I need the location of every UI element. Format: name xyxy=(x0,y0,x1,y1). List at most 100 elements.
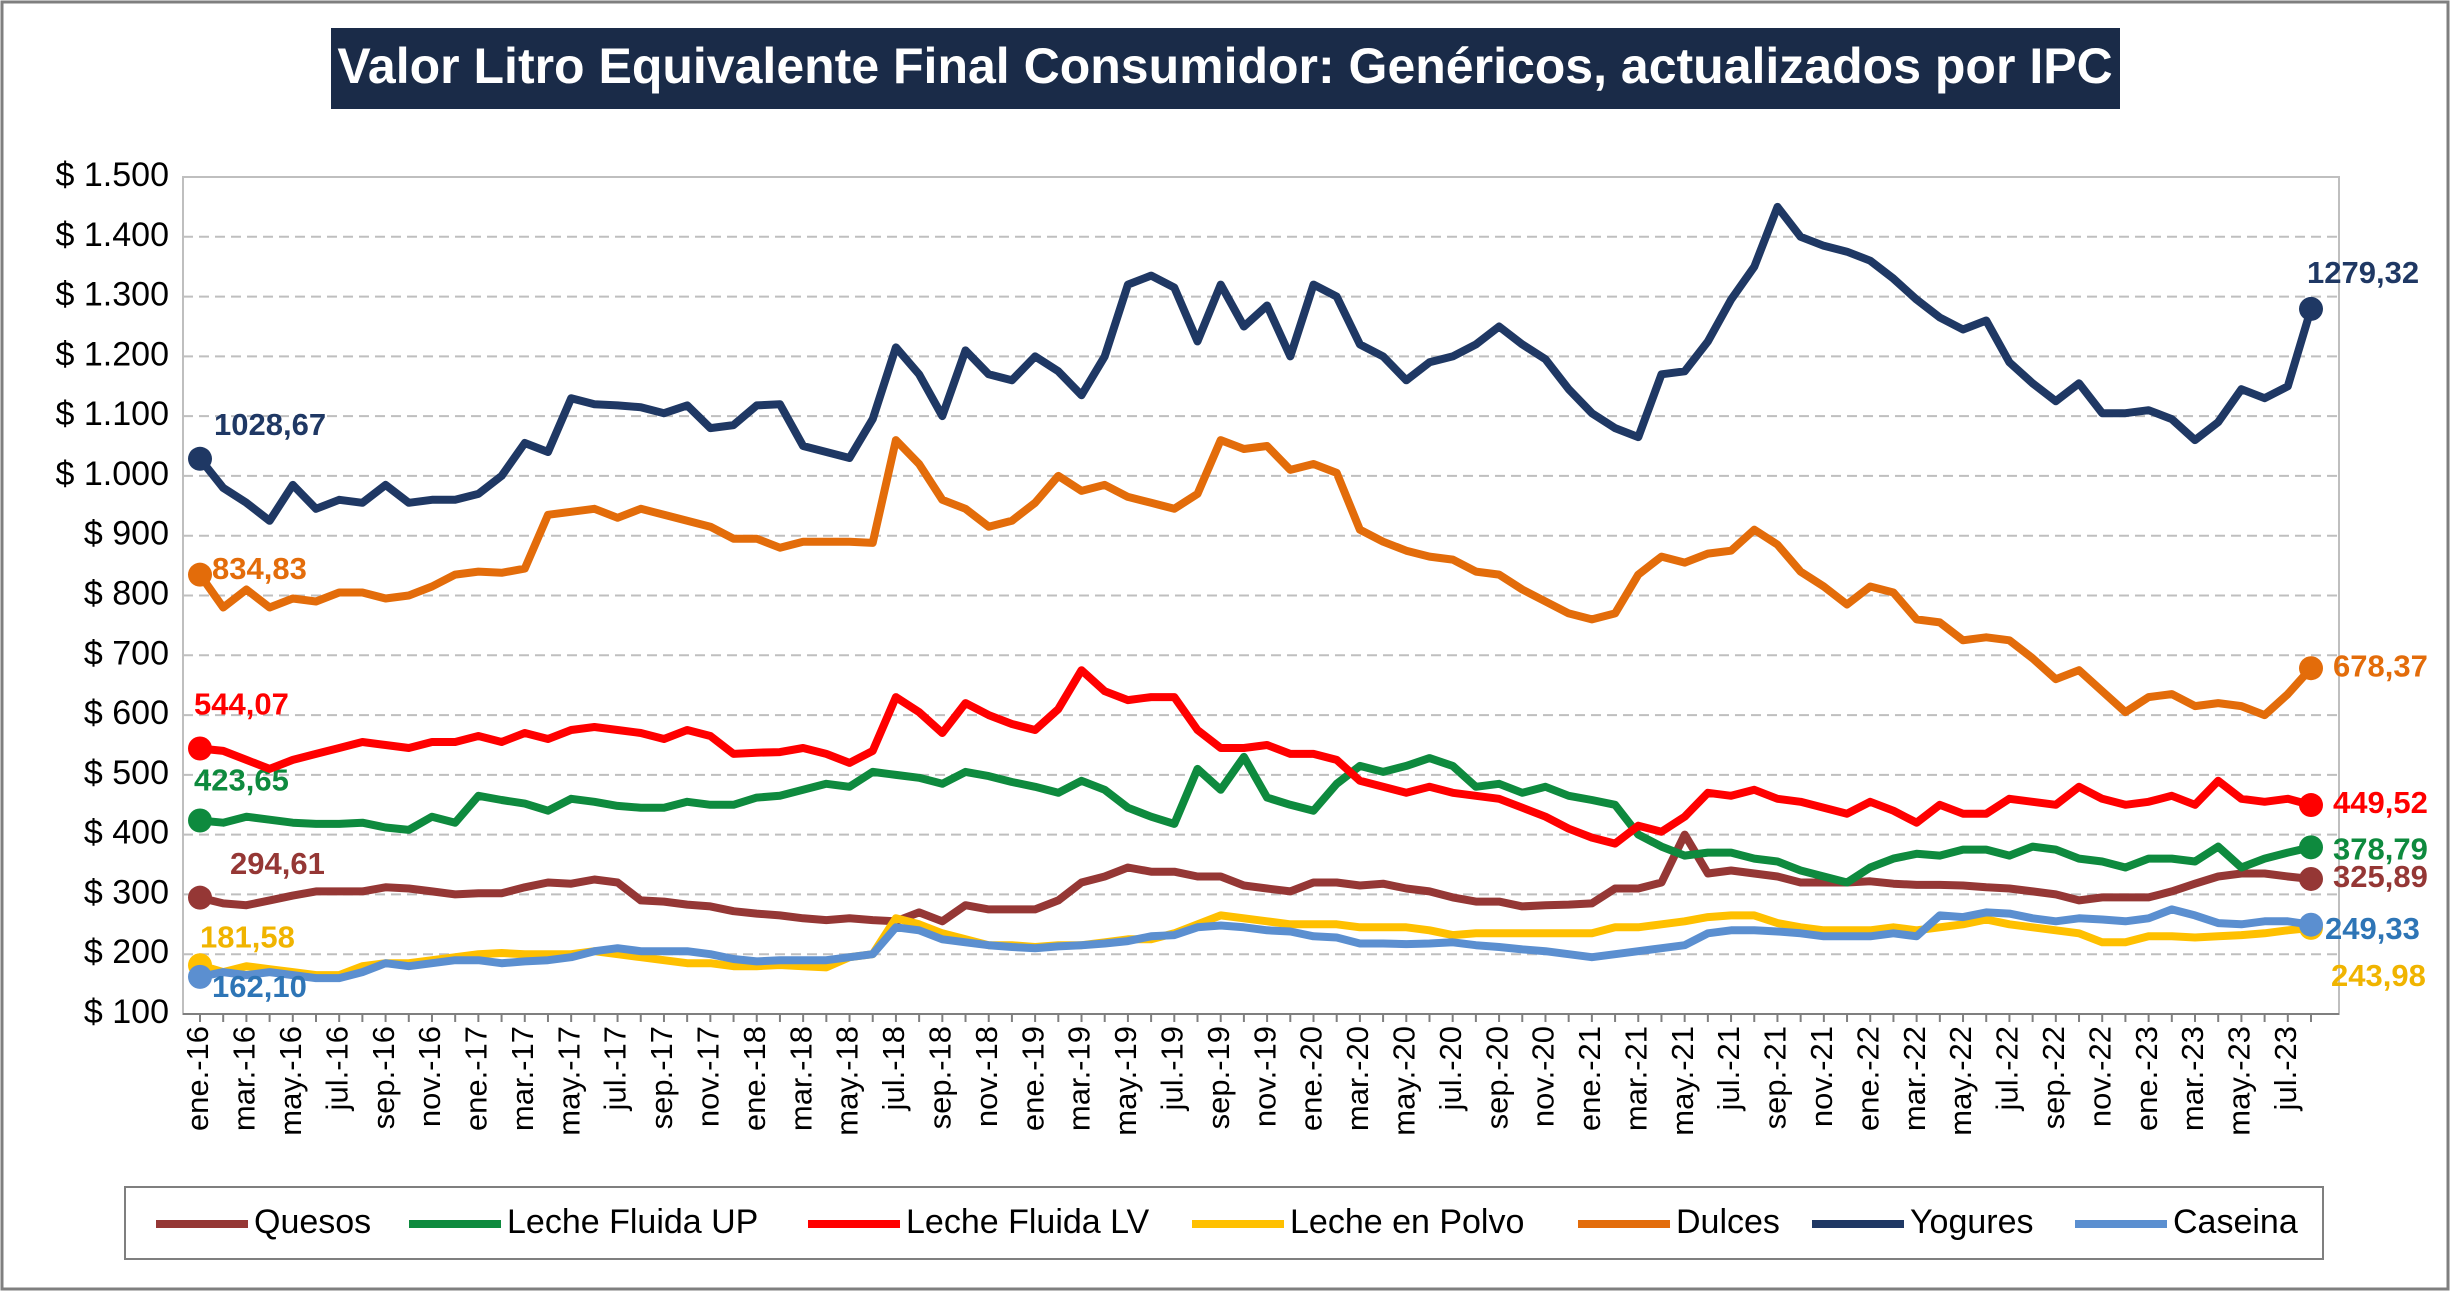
y-tick-label: $ 900 xyxy=(84,515,169,553)
x-tick-label: may.-22 xyxy=(1943,1026,1978,1136)
x-tick-label: jul.-22 xyxy=(1990,1026,2025,1111)
data-label: 243,98 xyxy=(2331,958,2426,993)
x-tick-label: may.-19 xyxy=(1108,1026,1143,1136)
y-tick-label: $ 700 xyxy=(84,634,169,672)
x-tick-label: nov.-21 xyxy=(1804,1026,1839,1127)
x-tick-label: may.-23 xyxy=(2222,1026,2257,1136)
data-label: 294,61 xyxy=(230,846,325,881)
y-tick-label: $ 1.000 xyxy=(56,455,169,493)
x-tick-label: ene.-20 xyxy=(1294,1026,1329,1131)
data-point xyxy=(2299,835,2323,860)
x-tick-label: nov.-16 xyxy=(412,1026,447,1127)
data-label: 1279,32 xyxy=(2307,255,2419,290)
x-tick-label: ene.-17 xyxy=(459,1026,494,1131)
x-tick-label: sep.-17 xyxy=(644,1026,679,1129)
x-tick-label: jul.-17 xyxy=(598,1026,633,1111)
series-line xyxy=(198,911,2312,980)
series-line xyxy=(196,436,2314,720)
x-tick-label: may.-20 xyxy=(1386,1026,1421,1136)
x-tick-label: may.-21 xyxy=(1665,1026,1700,1136)
x-tick-label: jul.-19 xyxy=(1154,1026,1189,1111)
data-label: 544,07 xyxy=(194,687,289,722)
y-tick-label: $ 1.200 xyxy=(56,335,169,373)
data-point xyxy=(188,736,212,761)
x-tick-label: mar.-22 xyxy=(1897,1026,1932,1131)
data-label: 378,79 xyxy=(2333,832,2428,867)
data-point xyxy=(188,964,212,989)
series-line xyxy=(199,905,2312,983)
y-tick-label: $ 500 xyxy=(84,754,169,792)
title-box xyxy=(331,28,2120,109)
x-tick-label: ene.-22 xyxy=(1850,1026,1885,1131)
data-label: 834,83 xyxy=(212,551,307,586)
data-point xyxy=(188,446,212,471)
x-tick-label: jul.-23 xyxy=(2268,1026,2303,1111)
x-tick-label: sep.-16 xyxy=(366,1026,401,1129)
series-line xyxy=(199,666,2313,848)
x-tick-label: ene.-16 xyxy=(180,1026,215,1131)
legend-label: Caseina xyxy=(2173,1203,2298,1241)
x-tick-label: may.-18 xyxy=(830,1026,865,1136)
x-tick-label: may.-16 xyxy=(273,1026,308,1136)
data-point xyxy=(2299,793,2323,818)
x-tick-label: mar.-18 xyxy=(783,1026,818,1131)
x-tick-label: sep.-19 xyxy=(1201,1026,1236,1129)
legend-label: Quesos xyxy=(254,1203,371,1241)
x-tick-label: sep.-20 xyxy=(1479,1026,1514,1129)
data-point xyxy=(2299,912,2323,937)
x-tick-label: sep.-21 xyxy=(1758,1026,1793,1129)
data-label: 449,52 xyxy=(2333,785,2428,820)
x-tick-label: jul.-20 xyxy=(1433,1026,1468,1111)
x-tick-label: mar.-16 xyxy=(227,1026,262,1131)
y-tick-label: $ 1.400 xyxy=(56,216,169,254)
y-tick-label: $ 400 xyxy=(84,814,169,852)
x-tick-label: sep.-18 xyxy=(923,1026,958,1129)
data-label: 325,89 xyxy=(2333,859,2428,894)
y-tick-label: $ 100 xyxy=(84,993,169,1031)
y-tick-label: $ 800 xyxy=(84,574,169,612)
y-tick-label: $ 1.100 xyxy=(56,395,169,433)
x-tick-label: nov.-20 xyxy=(1526,1026,1561,1127)
x-tick-label: ene.-18 xyxy=(737,1026,772,1131)
x-tick-label: mar.-17 xyxy=(505,1026,540,1131)
y-tick-label: $ 200 xyxy=(84,933,169,971)
x-tick-label: jul.-18 xyxy=(876,1026,911,1111)
series-line xyxy=(199,830,2312,926)
series-line xyxy=(196,202,2315,525)
x-tick-label: nov.-17 xyxy=(691,1026,726,1127)
legend-label: Leche Fluida UP xyxy=(507,1203,758,1241)
data-point xyxy=(2299,866,2323,891)
x-tick-label: ene.-21 xyxy=(1572,1026,1607,1131)
x-tick-label: ene.-19 xyxy=(1015,1026,1050,1131)
data-point xyxy=(2299,656,2323,681)
data-label: 162,10 xyxy=(212,969,307,1004)
x-tick-label: sep.-22 xyxy=(2036,1026,2071,1129)
x-tick-label: jul.-21 xyxy=(1711,1026,1746,1111)
x-tick-label: nov.-18 xyxy=(969,1026,1004,1127)
legend-label: Leche en Polvo xyxy=(1290,1203,1524,1241)
y-tick-label: $ 600 xyxy=(84,694,169,732)
data-point xyxy=(188,885,212,910)
legend-label: Dulces xyxy=(1676,1203,1780,1241)
x-tick-label: ene.-23 xyxy=(2129,1026,2164,1131)
data-label: 249,33 xyxy=(2325,911,2420,946)
y-tick-label: $ 300 xyxy=(84,873,169,911)
y-tick-label: $ 1.300 xyxy=(56,276,169,314)
data-label: 678,37 xyxy=(2333,648,2428,683)
x-tick-label: mar.-23 xyxy=(2175,1026,2210,1131)
x-tick-label: mar.-20 xyxy=(1340,1026,1375,1131)
x-tick-label: may.-17 xyxy=(551,1026,586,1136)
data-label: 1028,67 xyxy=(214,407,326,442)
legend-label: Leche Fluida LV xyxy=(906,1203,1150,1241)
series-line xyxy=(199,752,2312,887)
chart-title: Valor Litro Equivalente Final Consumidor… xyxy=(337,38,2112,94)
data-point xyxy=(2299,296,2323,321)
legend-label: Yogures xyxy=(1910,1203,2034,1241)
data-label: 181,58 xyxy=(200,919,295,954)
x-tick-label: nov.-19 xyxy=(1247,1026,1282,1127)
x-tick-label: mar.-19 xyxy=(1062,1026,1097,1131)
y-tick-label: $ 1.500 xyxy=(56,156,169,194)
x-tick-label: jul.-16 xyxy=(319,1026,354,1111)
